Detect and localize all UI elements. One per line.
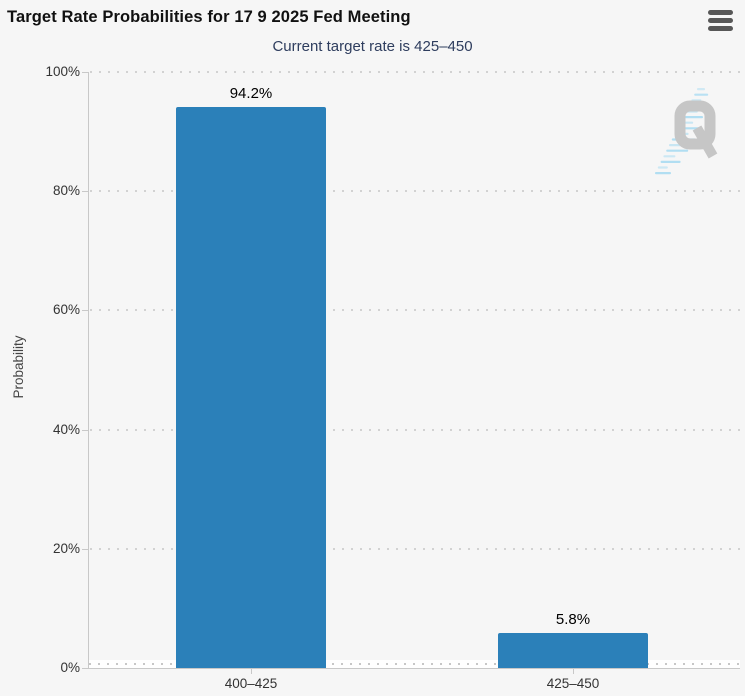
quikstrike-logo-watermark xyxy=(655,88,718,175)
chart-title: Target Rate Probabilities for 17 9 2025 … xyxy=(7,8,411,26)
y-tick-label: 80% xyxy=(52,183,80,199)
hamburger-menu-icon xyxy=(707,9,733,15)
y-tick-label: 60% xyxy=(52,302,80,318)
y-axis-tick xyxy=(82,668,88,669)
y-axis-line xyxy=(88,72,89,668)
x-axis-line xyxy=(88,668,740,669)
y-axis-tick xyxy=(82,429,88,431)
gridline-40 xyxy=(90,428,740,431)
hamburger-menu-icon xyxy=(707,25,733,31)
bar-400–425[interactable] xyxy=(176,106,326,668)
y-axis-tick xyxy=(82,310,88,312)
y-axis-tick xyxy=(82,72,88,73)
x-tick-label: 400–425 xyxy=(224,676,278,691)
x-axis-tick xyxy=(251,668,252,674)
gridline-80 xyxy=(90,190,740,193)
x-tick-label: 425–450 xyxy=(546,676,600,691)
bar-value-label: 5.8% xyxy=(555,611,591,629)
chart-context-menu-button[interactable] xyxy=(702,5,738,35)
y-axis-tick xyxy=(82,191,88,193)
y-tick-label: 100% xyxy=(45,64,80,79)
bar-425–450[interactable] xyxy=(498,633,648,668)
hamburger-menu-icon xyxy=(707,17,733,23)
watermark-hash-lines xyxy=(655,88,709,175)
x-axis-tick xyxy=(573,668,574,674)
y-tick-label: 20% xyxy=(52,540,80,556)
chart-subtitle: Current target rate is 425–450 xyxy=(272,38,473,55)
y-tick-label: 40% xyxy=(52,421,80,437)
gridline-20 xyxy=(90,547,740,550)
axis-minor-tick-strip xyxy=(89,660,740,668)
bar-value-label: 94.2% xyxy=(229,84,273,102)
y-tick-label: 0% xyxy=(60,660,80,675)
gridline-100 xyxy=(90,71,740,73)
y-axis-title: Probability xyxy=(11,335,26,399)
watermark-q-icon xyxy=(674,100,718,159)
gridline-60 xyxy=(90,309,740,312)
y-axis-tick xyxy=(82,548,88,550)
